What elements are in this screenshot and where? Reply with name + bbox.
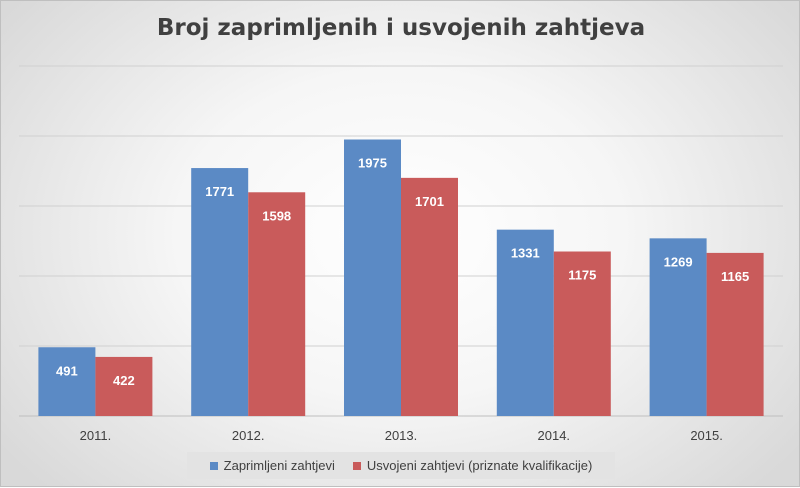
- data-label: 1165: [721, 269, 749, 284]
- data-label: 1331: [511, 246, 540, 261]
- x-tick-label: 2011.: [80, 428, 112, 443]
- legend-label-usvojeni: Usvojeni zahtjevi (priznate kvalifikacij…: [366, 458, 593, 473]
- x-tick-label: 2012.: [232, 428, 265, 443]
- data-label: 1771: [205, 184, 234, 199]
- bar-usvojeni: [248, 192, 306, 416]
- chart-title: Broj zaprimljenih i usvojenih zahtjeva: [156, 15, 646, 41]
- legend-label-zaprimljeni: Zaprimljeni zahtjevi: [223, 458, 335, 473]
- legend-swatch-zaprimljeni: [209, 461, 218, 470]
- bar-zaprimljeni: [191, 168, 249, 416]
- x-tick-label: 2013.: [385, 428, 418, 443]
- x-tick-label: 2014.: [538, 428, 571, 443]
- data-label: 1598: [262, 208, 291, 223]
- data-label: 1269: [664, 254, 693, 269]
- legend-swatch-usvojeni: [352, 461, 361, 470]
- data-label: 1175: [568, 268, 596, 283]
- bar-usvojeni: [401, 177, 458, 416]
- legend-item-usvojeni: Usvojeni zahtjevi (priznate kvalifikacij…: [352, 458, 593, 473]
- bar-zaprimljeni: [344, 139, 401, 416]
- x-tick-label: 2015.: [690, 428, 723, 443]
- data-label: 491: [56, 363, 78, 378]
- chart-legend: Zaprimljeni zahtjevi Usvojeni zahtjevi (…: [187, 452, 615, 479]
- legend-item-zaprimljeni: Zaprimljeni zahtjevi: [209, 458, 335, 473]
- bar-zaprimljeni: [496, 229, 554, 416]
- bar-usvojeni: [706, 252, 764, 416]
- bar-zaprimljeni: [38, 347, 96, 416]
- data-label: 1701: [415, 194, 444, 209]
- data-label: 1975: [358, 156, 387, 171]
- bar-zaprimljeni: [649, 238, 707, 416]
- bar-usvojeni: [553, 251, 611, 416]
- data-label: 422: [113, 373, 135, 388]
- bar-usvojeni: [95, 356, 153, 416]
